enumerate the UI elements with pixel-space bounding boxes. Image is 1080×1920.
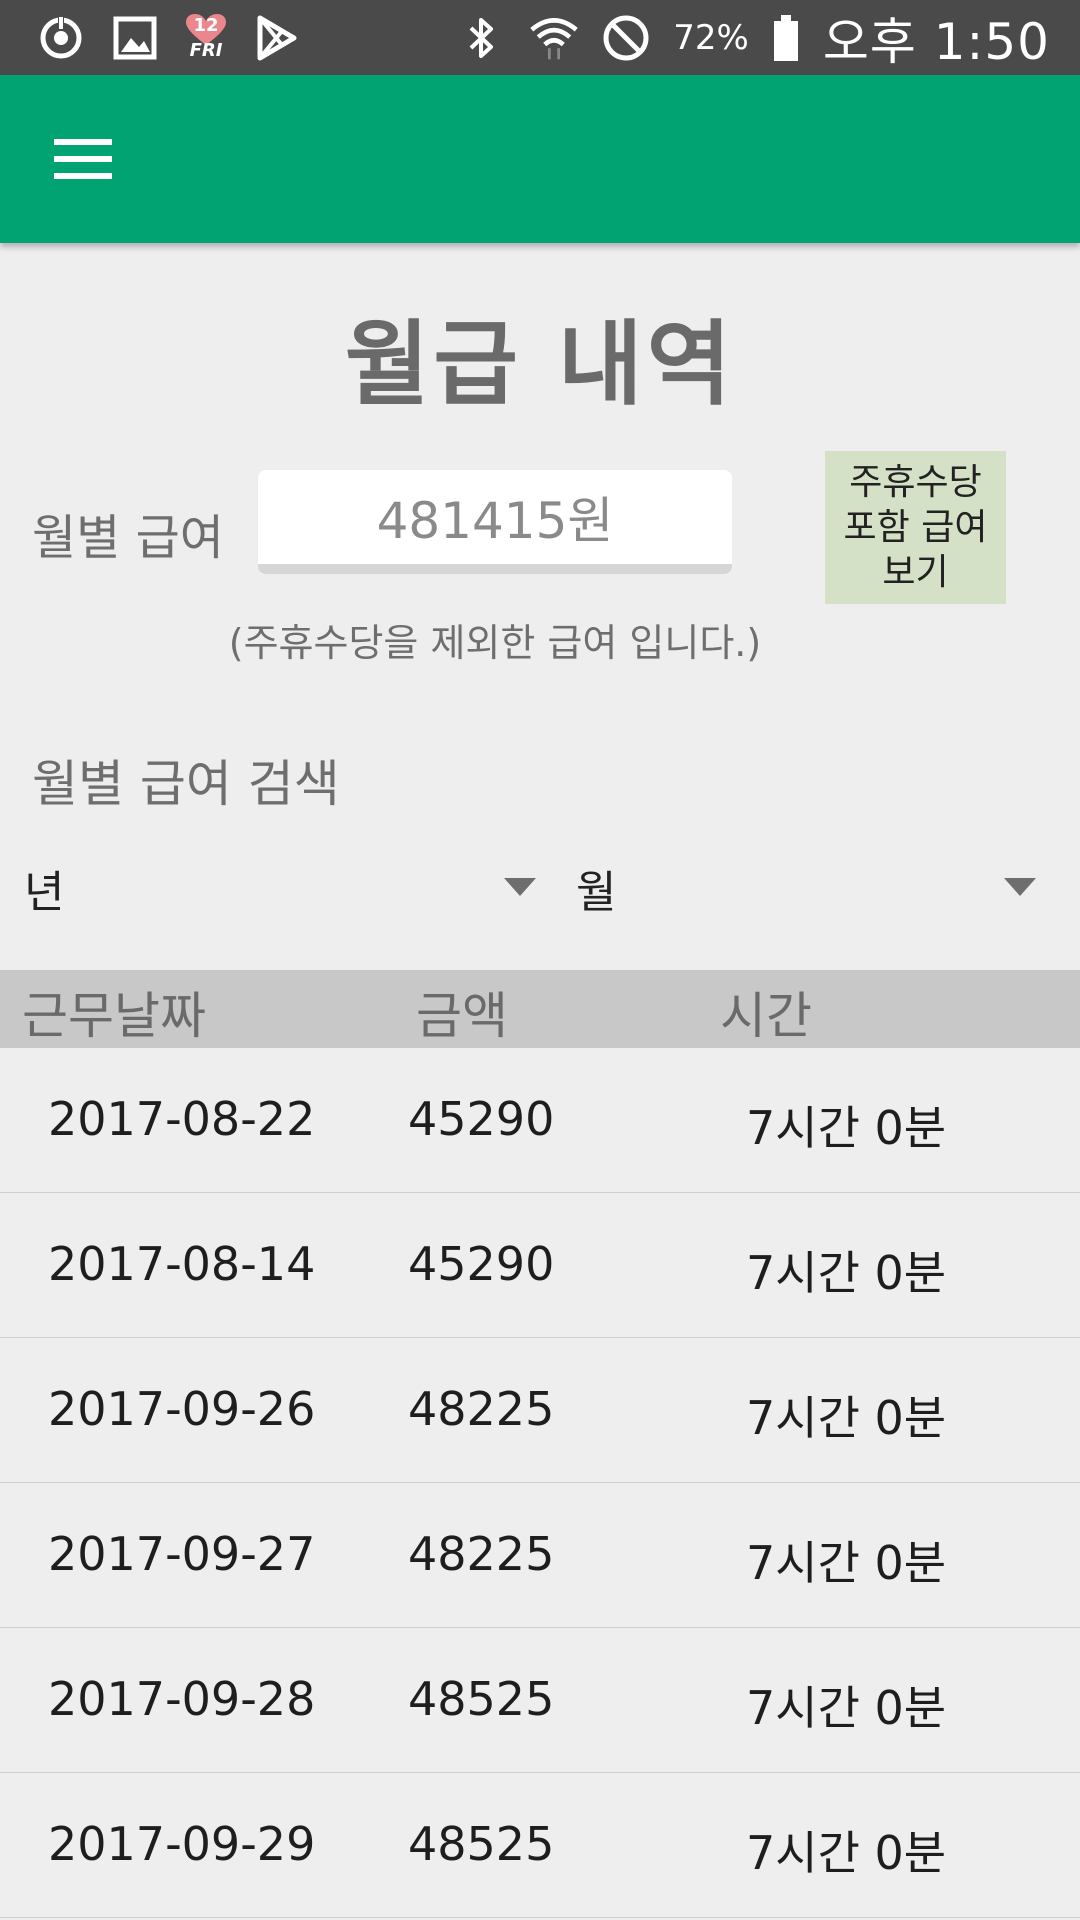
sync-icon — [36, 13, 86, 63]
header-time: 시간 — [720, 987, 812, 1045]
status-bar: 12 FRI — [0, 0, 1080, 75]
heart-day-text: FRI — [189, 40, 223, 61]
holiday-allowance-button[interactable]: 주휴수당 포함 급여 보기 — [825, 451, 1006, 604]
menu-button[interactable] — [40, 119, 126, 199]
row-time: 7시간 0분 — [746, 1826, 947, 1880]
table-row[interactable]: 2017-09-27 48225 7시간 0분 — [0, 1483, 1080, 1628]
battery-icon — [771, 13, 801, 63]
table-row[interactable]: 2017-09-29 48525 7시간 0분 — [0, 1773, 1080, 1918]
row-date: 2017-08-22 — [48, 1092, 316, 1146]
holiday-button-line-3: 보기 — [882, 552, 949, 593]
no-disturb-icon — [601, 13, 651, 63]
row-date: 2017-09-27 — [48, 1527, 316, 1581]
row-date: 2017-08-14 — [48, 1237, 316, 1291]
row-time: 7시간 0분 — [746, 1246, 947, 1300]
dropdown-arrow-icon — [1004, 878, 1036, 896]
holiday-button-line-2: 포함 급여 — [843, 507, 988, 548]
hamburger-menu-icon — [54, 139, 112, 179]
row-amount: 45290 — [408, 1237, 555, 1291]
row-date: 2017-09-28 — [48, 1672, 316, 1726]
heart-date-text: 12 — [193, 15, 219, 36]
table-header: 근무날짜 금액 시간 — [0, 970, 1080, 1048]
row-amount: 45290 — [408, 1092, 555, 1146]
play-store-icon — [252, 13, 302, 63]
monthly-salary-field: 481415원 — [258, 470, 732, 574]
month-select[interactable]: 월 — [576, 850, 1056, 926]
wifi-icon — [529, 13, 579, 63]
clock-time: 오후 1:50 — [822, 13, 1050, 71]
row-date: 2017-09-29 — [48, 1817, 316, 1871]
row-amount: 48525 — [408, 1817, 555, 1871]
year-select-label: 년 — [24, 867, 65, 918]
status-bar-right: 72% 오후 1:50 — [457, 6, 1050, 71]
app-bar — [0, 75, 1080, 243]
header-amount: 금액 — [416, 987, 508, 1045]
table-row[interactable]: 2017-09-28 48525 7시간 0분 — [0, 1628, 1080, 1773]
status-bar-left: 12 FRI — [36, 10, 302, 66]
heart-calendar-icon: 12 FRI — [184, 13, 228, 63]
row-date: 2017-09-26 — [48, 1382, 316, 1436]
row-time: 7시간 0분 — [746, 1681, 947, 1735]
salary-note: (주휴수당을 제외한 급여 입니다.) — [228, 621, 762, 665]
row-amount: 48225 — [408, 1382, 555, 1436]
salary-list: 2017-08-22 45290 7시간 0분 2017-08-14 45290… — [0, 1048, 1080, 1918]
row-amount: 48525 — [408, 1672, 555, 1726]
image-icon — [110, 13, 160, 63]
search-heading: 월별 급여 검색 — [32, 755, 340, 813]
year-select[interactable]: 년 — [24, 850, 544, 926]
row-time: 7시간 0분 — [746, 1101, 947, 1155]
bluetooth-icon — [457, 13, 507, 63]
row-time: 7시간 0분 — [746, 1536, 947, 1590]
monthly-salary-label: 월별 급여 — [32, 510, 224, 566]
battery-percent: 72% — [673, 18, 749, 58]
dropdown-arrow-icon — [504, 878, 536, 896]
row-amount: 48225 — [408, 1527, 555, 1581]
table-row[interactable]: 2017-08-14 45290 7시간 0분 — [0, 1193, 1080, 1338]
table-row[interactable]: 2017-08-22 45290 7시간 0분 — [0, 1048, 1080, 1193]
month-select-label: 월 — [576, 867, 617, 918]
page-title: 월급 내역 — [344, 311, 736, 418]
header-date: 근무날짜 — [22, 987, 206, 1045]
table-row[interactable]: 2017-09-26 48225 7시간 0분 — [0, 1338, 1080, 1483]
holiday-button-line-1: 주휴수당 — [849, 462, 982, 503]
row-time: 7시간 0분 — [746, 1391, 947, 1445]
